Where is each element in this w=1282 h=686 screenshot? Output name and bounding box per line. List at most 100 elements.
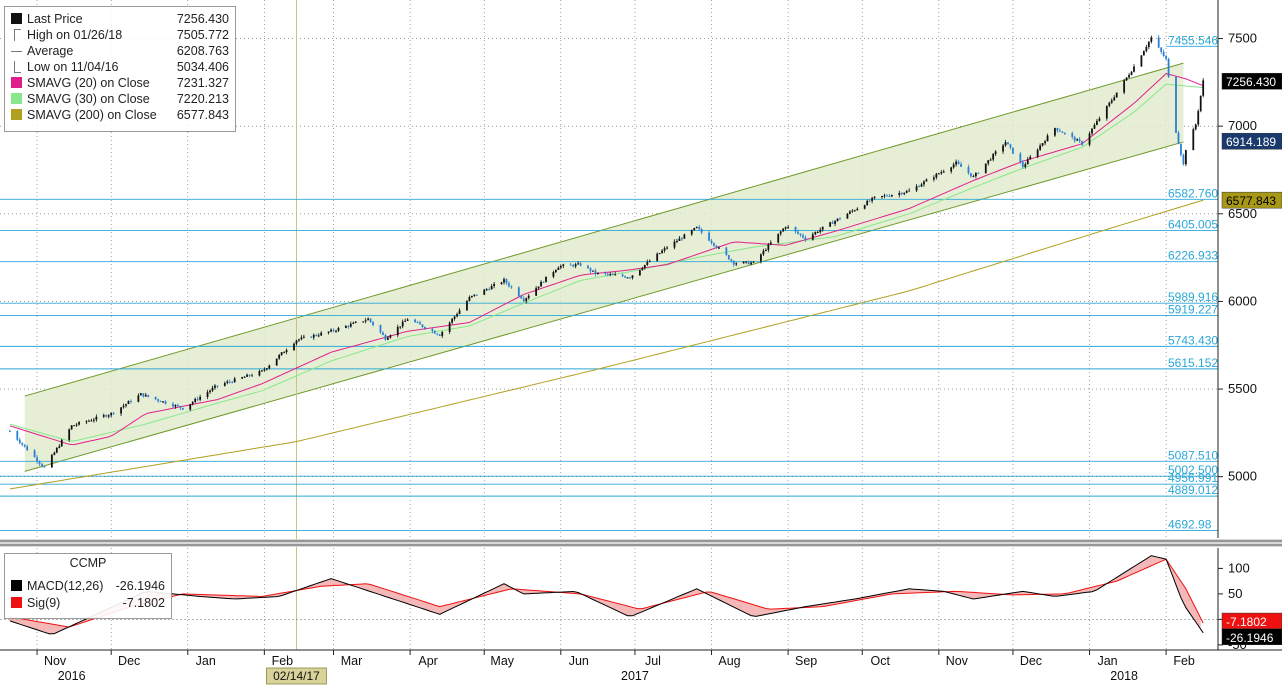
- candle-body: [848, 211, 851, 214]
- candle-body: [1115, 92, 1118, 98]
- candle-body: [517, 287, 520, 297]
- candle-body: [903, 192, 906, 195]
- legend-value: -26.1946: [115, 579, 165, 593]
- legend-macd: MACD(12,26) -26.1946: [11, 578, 165, 594]
- level-label: 5615.152: [1168, 356, 1218, 370]
- candle-body: [1076, 139, 1079, 141]
- candle-body: [1073, 136, 1076, 141]
- time-axis: Nov Dec Jan Feb Mar Apr May Jun Jul Aug Sep Oct Nov D…: [0, 649, 1282, 685]
- candle-body: [404, 320, 407, 322]
- candle-body: [856, 208, 859, 211]
- candle-body: [23, 444, 26, 447]
- candle-body: [320, 332, 323, 336]
- candle-body: [433, 330, 436, 334]
- candle-body: [680, 238, 683, 240]
- candle-body: [1128, 75, 1130, 78]
- candle-body: [223, 383, 226, 386]
- candle-body: [1130, 71, 1133, 76]
- candle-body: [125, 404, 127, 406]
- legend-sma30: SMAVG (30) on Close 7220.213: [11, 91, 229, 107]
- macd-tag-label: -26.1946: [1226, 631, 1274, 645]
- candle-body: [871, 197, 874, 201]
- legend-sma200: SMAVG (200) on Close 6577.843: [11, 107, 229, 123]
- level-label: 5919.227: [1168, 303, 1218, 317]
- candle-body: [258, 371, 261, 376]
- candle-body: [799, 233, 802, 236]
- candle-body: [868, 200, 871, 202]
- level-label: 5002.500: [1168, 463, 1218, 477]
- candle-body: [1021, 162, 1024, 167]
- candle-body: [275, 358, 278, 366]
- price-tick-label: 7500: [1228, 31, 1257, 46]
- candle-body: [349, 323, 352, 327]
- average-marker-icon: [11, 51, 22, 52]
- price-tag-label: 6577.843: [1226, 194, 1276, 208]
- sma20-swatch: [11, 77, 22, 88]
- candle-body: [819, 229, 822, 233]
- level-label: 4692.98: [1168, 517, 1212, 531]
- candle-body: [194, 398, 197, 403]
- candle-body: [327, 331, 330, 333]
- candle-body: [678, 238, 681, 241]
- candle-body: [1061, 131, 1064, 133]
- candle-body: [656, 253, 659, 261]
- channel-lower-line: [24, 141, 1184, 472]
- candle-body: [1024, 164, 1027, 167]
- candle-body: [55, 447, 58, 453]
- month-label: Feb: [1173, 654, 1195, 668]
- candle-body: [147, 394, 150, 397]
- candle-body: [510, 286, 513, 288]
- price-tick-label: 6500: [1228, 206, 1257, 221]
- candle-body: [604, 272, 607, 274]
- candle-body: [468, 297, 471, 301]
- candle-body: [527, 295, 530, 299]
- month-label: Jan: [1097, 654, 1117, 668]
- low-marker-icon: [14, 61, 21, 73]
- candle-body: [453, 316, 456, 319]
- candle-body: [626, 277, 629, 279]
- candle-body: [73, 425, 76, 427]
- month-label: Mar: [341, 654, 363, 668]
- candle-body: [1182, 154, 1185, 165]
- month-label: Sep: [795, 654, 817, 668]
- candle-body: [708, 232, 710, 241]
- candle-body: [974, 172, 977, 177]
- candle-body: [233, 378, 236, 383]
- candle-body: [21, 442, 24, 445]
- candle-body: [1093, 124, 1096, 129]
- candle-body: [500, 282, 503, 284]
- candle-body: [216, 385, 219, 387]
- candle-body: [458, 310, 461, 315]
- candle-body: [315, 334, 318, 336]
- candle-body: [263, 369, 266, 371]
- candle-body: [1123, 80, 1126, 93]
- macd-legend: CCMP MACD(12,26) -26.1946 Sig(9) -7.1802: [4, 553, 172, 619]
- level-label: 5989.916: [1168, 290, 1218, 304]
- candle-body: [162, 401, 164, 403]
- candle-body: [727, 255, 730, 260]
- candle-body: [1041, 143, 1044, 146]
- candle-body: [992, 153, 995, 160]
- sma30-swatch: [11, 93, 22, 104]
- candle-body: [1007, 142, 1009, 145]
- candle-body: [1044, 141, 1046, 144]
- candle-body: [424, 327, 426, 329]
- candle-body: [1140, 55, 1143, 67]
- price-tick-label: 5000: [1228, 469, 1257, 484]
- candle-body: [693, 228, 696, 231]
- legend-value: 5034.406: [176, 60, 229, 74]
- month-label: Jun: [569, 654, 589, 668]
- price-tag: [1221, 191, 1282, 209]
- month-label: Dec: [118, 654, 140, 668]
- macd-swatch: [11, 580, 22, 591]
- candle-body: [1026, 159, 1029, 165]
- candle-body: [779, 231, 782, 234]
- candle-body: [525, 298, 528, 302]
- candle-body: [456, 314, 458, 317]
- candle-body: [666, 247, 668, 249]
- candle-body: [448, 322, 451, 332]
- candle-body: [977, 172, 980, 174]
- main-price-panel: 7455.546 6582.760 6405.005 6226.933 5989.916…: [0, 0, 1282, 650]
- candle-body: [102, 415, 105, 417]
- candle-body: [179, 405, 182, 408]
